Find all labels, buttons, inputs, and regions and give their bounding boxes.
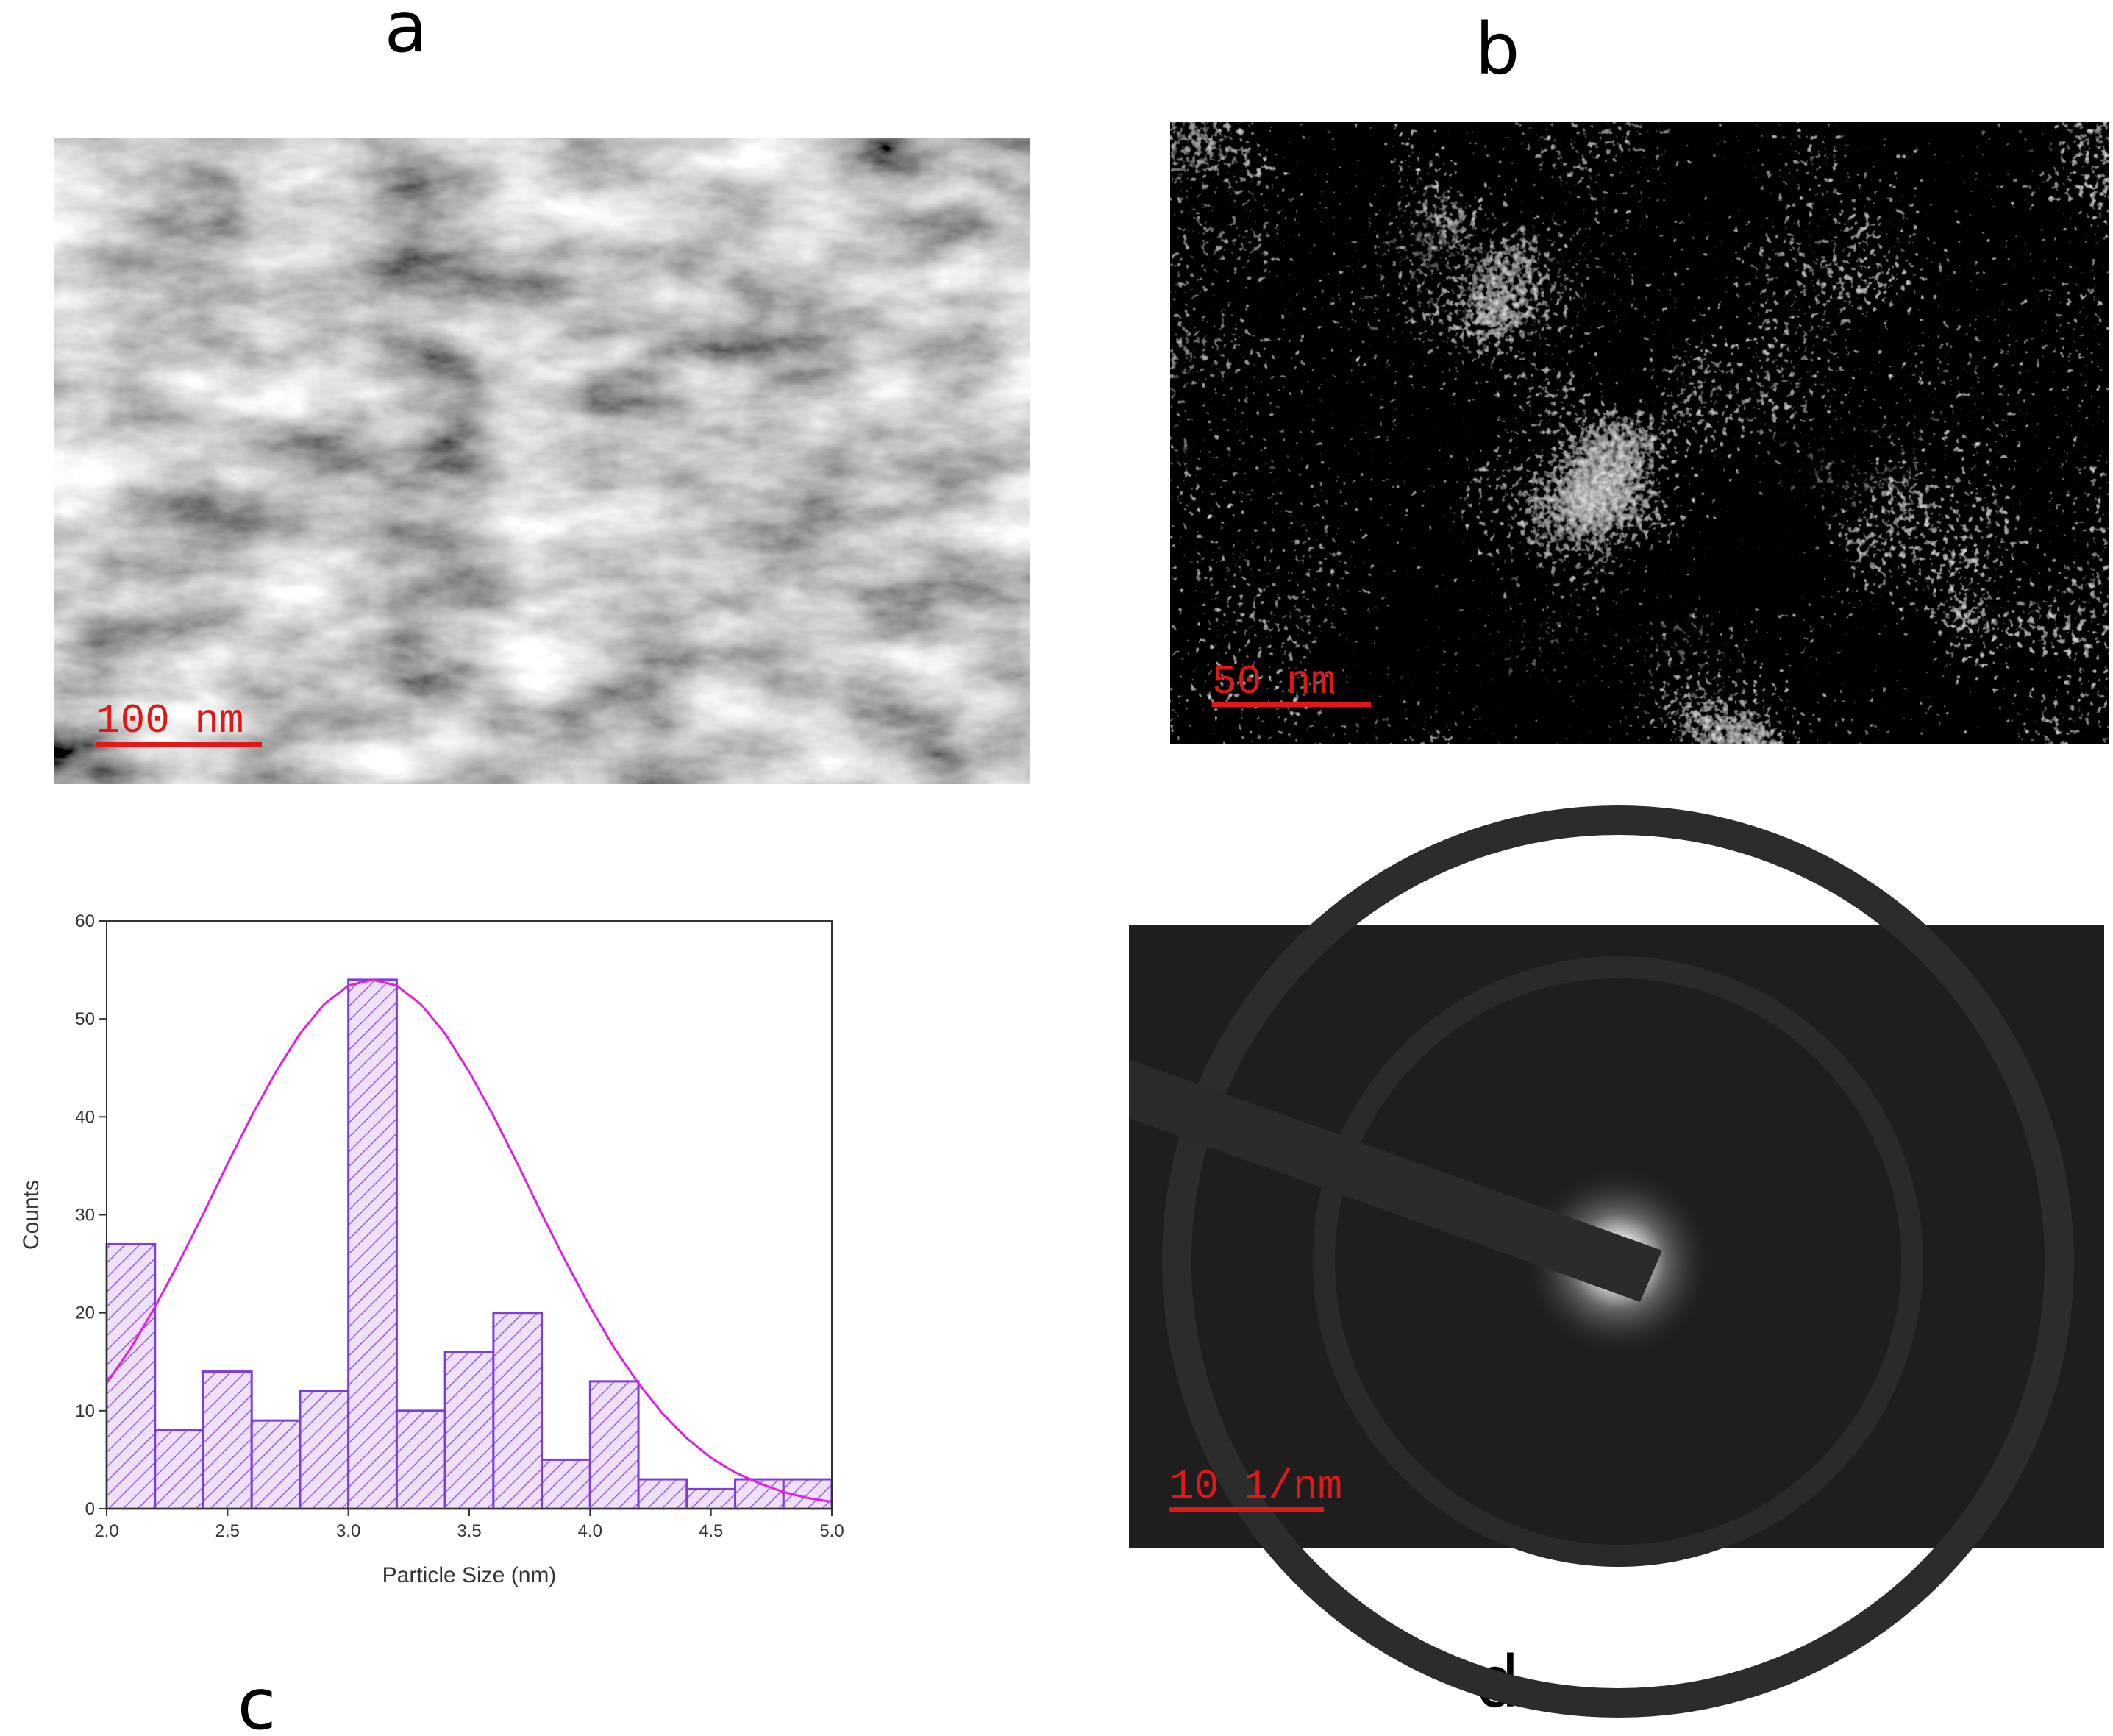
y-axis-label: Counts	[19, 1180, 43, 1250]
bar	[395, 1409, 446, 1510]
saed-pattern-d: 10 1/nm	[1129, 805, 2104, 1718]
bar	[105, 1242, 157, 1510]
tem-image-b: 50 nm	[1170, 122, 2109, 744]
x-tick-label: 3.5	[457, 1521, 481, 1541]
bar	[637, 1478, 688, 1510]
panel-label: b	[1475, 8, 1520, 90]
bar	[443, 1351, 495, 1510]
y-tick-label: 60	[75, 911, 95, 931]
tem-image-a: 100 nm	[54, 138, 1030, 784]
bar	[588, 1380, 640, 1510]
x-tick-label: 3.0	[336, 1521, 360, 1541]
bar	[250, 1419, 302, 1510]
x-axis-label: Particle Size (nm)	[382, 1563, 557, 1587]
y-tick-label: 50	[75, 1009, 95, 1029]
histogram-chart: 2.0 2.5 3.0 3.5 4.0 4.5 5.0 0 10 20 30 40 50 60 Partic…	[19, 911, 844, 1587]
x-tick-label: 5.0	[819, 1521, 844, 1541]
panel-label: c	[238, 1663, 277, 1736]
bar	[492, 1312, 544, 1510]
panel-label: a	[385, 0, 428, 68]
bar	[347, 978, 398, 1510]
scale-bar-label: 10 1/nm	[1169, 1463, 1342, 1510]
y-tick-label: 10	[75, 1401, 95, 1421]
x-tick-label: 4.0	[578, 1521, 602, 1541]
bar	[154, 1429, 204, 1510]
bar	[299, 1390, 350, 1510]
x-tick-label: 4.5	[699, 1521, 723, 1541]
scale-bar-label: 100 nm	[96, 697, 244, 744]
y-tick-label: 40	[75, 1107, 95, 1127]
x-tick-label: 2.0	[94, 1521, 118, 1541]
bar	[685, 1487, 737, 1510]
bar	[541, 1458, 591, 1510]
fit-curve	[105, 978, 833, 1504]
y-tick-label: 30	[75, 1206, 95, 1225]
bar	[202, 1370, 253, 1510]
y-tick-label: 0	[85, 1499, 95, 1519]
scale-bar-label: 50 nm	[1212, 658, 1336, 705]
y-tick-label: 20	[75, 1303, 95, 1323]
x-tick-label: 2.5	[215, 1521, 240, 1541]
